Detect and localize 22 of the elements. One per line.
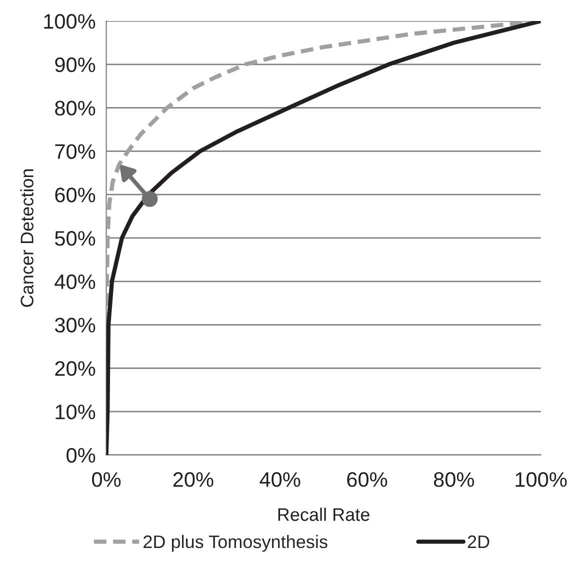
x-axis-title: Recall Rate [278,508,370,521]
y-tick-label: 90% [55,57,96,72]
legend-label: 2D [468,535,490,548]
legend-label: 2D plus Tomosynthesis [144,534,328,552]
y-tick-label: 70% [55,144,96,159]
y-tick-label: 20% [55,361,96,376]
y-tick-label: 50% [55,230,96,246]
x-tick-label: 100% [516,472,567,487]
y-tick-label: 40% [54,274,96,290]
x-tick-label: 80% [434,472,474,487]
y-tick-label: 0% [66,448,96,463]
x-tick-label: 40% [260,472,300,487]
y-tick-label: 80% [55,100,96,116]
x-tick-label: 20% [173,472,214,487]
x-tick-label: 0% [92,472,121,487]
y-axis-title: Cancer Detection [20,169,34,307]
y-tick-label: 60% [55,188,96,202]
y-tick-label: 10% [56,404,96,420]
y-tick-label: 100% [44,14,96,29]
x-tick-label: 60% [347,472,388,487]
y-tick-label: 30% [54,318,96,333]
line-series [106,21,541,455]
